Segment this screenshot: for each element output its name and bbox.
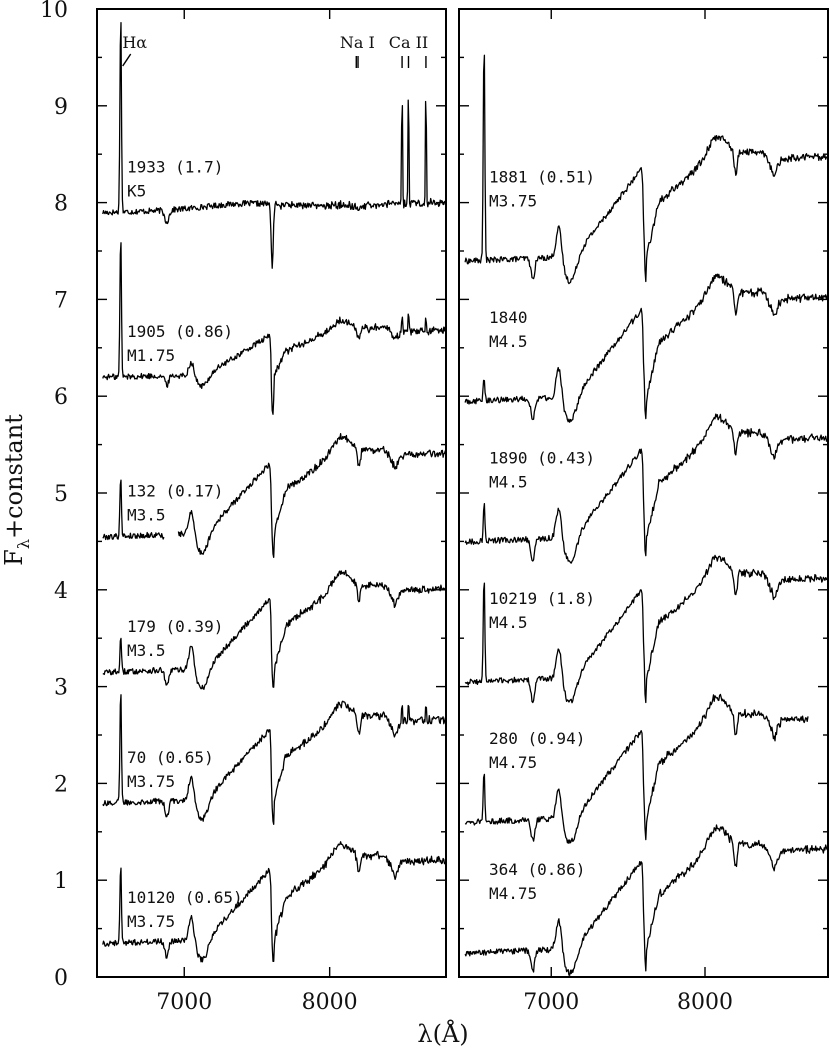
spectrum-id-label: 1905 (0.86)	[127, 322, 233, 341]
spectral-type-label: M4.5	[489, 613, 528, 632]
spectrum-line	[102, 433, 447, 559]
spectrum-id-label: 280 (0.94)	[489, 729, 585, 748]
y-tick-label: 7	[54, 288, 68, 313]
spectrum-line	[102, 694, 447, 825]
x-tick-label: 7000	[156, 990, 212, 1015]
spectrum-line	[102, 242, 447, 415]
x-tick-label: 7000	[523, 990, 579, 1015]
spectrum-id-label: 1840	[489, 308, 528, 327]
spectrum-id-label: 10120 (0.65)	[127, 888, 243, 907]
y-tick-label: 6	[54, 385, 68, 410]
spectral-line-labels: Hα Na I Ca II	[122, 33, 428, 68]
y-tick-label: 10	[40, 0, 68, 23]
spectral-type-label: M4.5	[489, 472, 528, 491]
y-tick-label: 2	[54, 772, 68, 797]
left-panel: 1933 (1.7) K5 1905 (0.86) M1.75 132 (0.17) M3…	[96, 8, 447, 978]
spectral-type-label: M4.75	[489, 753, 537, 772]
y-tick-label: 4	[54, 579, 68, 604]
spectrum-line	[464, 273, 829, 423]
x-axis-title: λ(Å)	[417, 1019, 468, 1048]
line-label: Ca II	[389, 33, 429, 52]
spectral-type-label: M3.75	[127, 912, 175, 931]
y-tick-label: 5	[54, 482, 68, 507]
spectrum-id-label: 1933 (1.7)	[127, 157, 223, 176]
y-tick-label: 3	[54, 676, 68, 701]
spectrum-line	[464, 554, 829, 704]
spectrum-id-label: 1890 (0.43)	[489, 448, 595, 467]
spectrum-line	[102, 22, 447, 269]
spectral-type-label: K5	[127, 181, 146, 200]
y-tick-label: 1	[54, 869, 68, 894]
y-tick-label: 8	[54, 192, 68, 217]
y-axis-title: Fλ+constant	[0, 414, 33, 566]
spectrum-id-label: 10219 (1.8)	[489, 589, 595, 608]
spectral-type-label: M3.75	[489, 192, 537, 211]
spectral-type-label: M3.75	[127, 772, 175, 791]
spectrum-line	[464, 693, 809, 845]
y-axis: 0 1 2 3 4 5 6 7 8 9 10	[40, 0, 68, 991]
line-label: Hα	[122, 33, 147, 52]
spectrum-id-label: 179 (0.39)	[127, 617, 223, 636]
spectrum-id-label: 1881 (0.51)	[489, 168, 595, 187]
spectral-type-label: M4.75	[489, 884, 537, 903]
spectral-type-label: M4.5	[489, 332, 528, 351]
spectrum-line	[464, 413, 829, 564]
x-tick-label: 8000	[677, 990, 733, 1015]
line-label: Na I	[340, 33, 375, 52]
x-axis: 7000 8000 7000 8000	[156, 990, 733, 1015]
spectrum-line	[464, 824, 829, 976]
spectral-type-label: M3.5	[127, 641, 166, 660]
spectrum-line	[102, 569, 447, 690]
right-panel: 1881 (0.51) M3.75 1840 M4.5 1890 (0.43) M4.5 1…	[458, 8, 829, 978]
spectrum-id-label: 364 (0.86)	[489, 860, 585, 879]
spectrum-id-label: 132 (0.17)	[127, 482, 223, 501]
halpha-marker	[122, 53, 132, 67]
spectral-type-label: M1.75	[127, 346, 175, 365]
x-tick-label: 8000	[302, 990, 358, 1015]
y-tick-label: 0	[54, 966, 68, 991]
spectral-type-label: M3.5	[127, 506, 166, 525]
spectrum-id-label: 70 (0.65)	[127, 748, 214, 767]
spectrum-line	[464, 54, 829, 285]
spectrum-line	[102, 841, 447, 963]
y-tick-label: 9	[54, 95, 68, 120]
